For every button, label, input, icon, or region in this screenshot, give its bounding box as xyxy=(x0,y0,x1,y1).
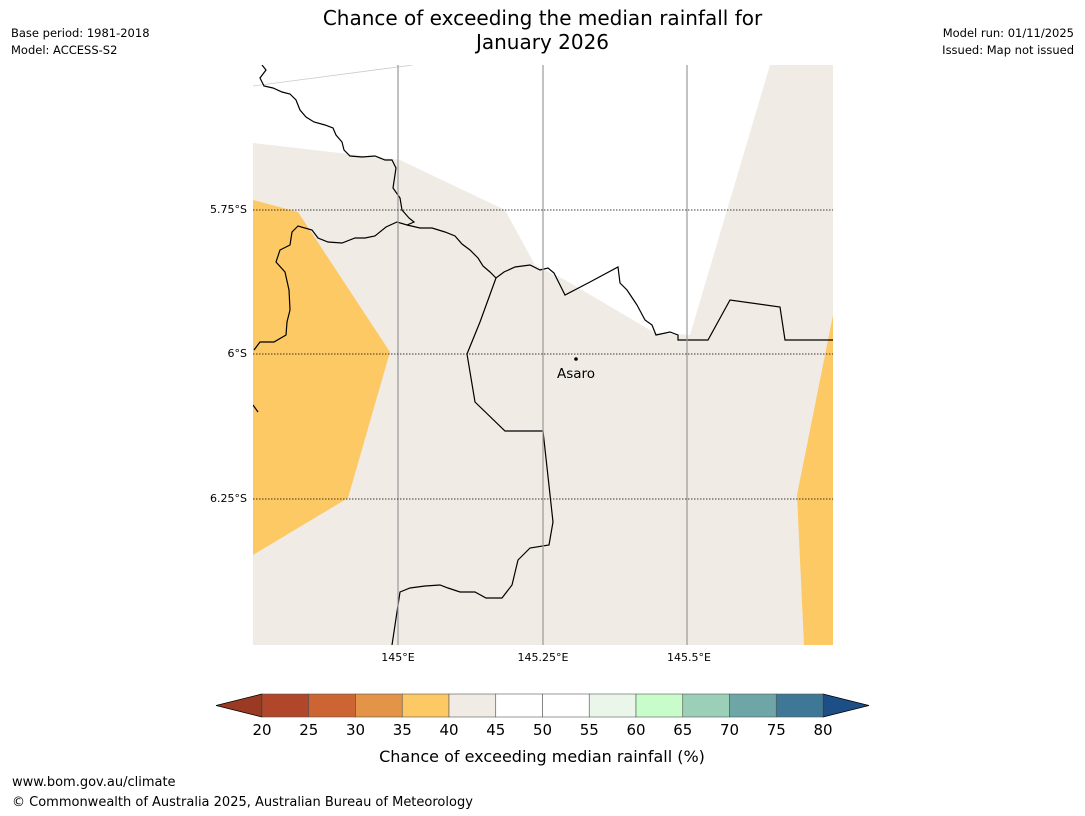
boundary-line-main xyxy=(253,65,416,351)
colorbar-segment xyxy=(635,693,684,718)
footer-url: www.bom.gov.au/climate xyxy=(12,775,176,790)
colorbar-segment xyxy=(448,693,497,718)
colorbar-tick-label: 65 xyxy=(673,721,692,739)
boundary-line-east xyxy=(406,224,833,341)
lat-label-6: 6°S xyxy=(228,347,247,360)
model-name: Model: ACCESS-S2 xyxy=(11,43,118,57)
colorbar-tick-label: 20 xyxy=(252,721,271,739)
lon-label-145-5: 145.5°E xyxy=(667,651,711,664)
colorbar-tick-label: 35 xyxy=(393,721,412,739)
colorbar-over-arrow xyxy=(822,693,870,718)
town-marker xyxy=(574,357,578,361)
base-period: Base period: 1981-2018 xyxy=(11,26,150,40)
colorbar-segment xyxy=(261,693,310,718)
colorbar-segments xyxy=(261,693,824,718)
colorbar-segment xyxy=(495,693,543,718)
colorbar-tick-label: 45 xyxy=(486,721,505,739)
colorbar-label: Chance of exceeding median rainfall (%) xyxy=(379,747,705,766)
boundary-line-fragment xyxy=(253,404,259,413)
region-west-35-40 xyxy=(253,200,390,555)
colorbar-under-arrow xyxy=(215,693,263,718)
lat-label-6-25: 6.25°S xyxy=(210,492,247,505)
colorbar-tick-label: 75 xyxy=(767,721,786,739)
colorbar-segment xyxy=(401,693,450,718)
colorbar-tick-label: 60 xyxy=(626,721,645,739)
faint-boundary xyxy=(253,65,414,87)
lon-label-145-25: 145.25°E xyxy=(518,651,569,664)
colorbar-segment xyxy=(775,693,824,718)
colorbar-segment xyxy=(729,693,777,718)
colorbar-segment xyxy=(682,693,730,718)
colorbar-tick-label: 25 xyxy=(299,721,318,739)
model-run: Model run: 01/11/2025 xyxy=(942,26,1074,40)
town-label: Asaro xyxy=(557,366,595,382)
colorbar-tick-label: 30 xyxy=(346,721,365,739)
colorbar-segment xyxy=(588,693,637,718)
colorbar-segment xyxy=(355,693,403,718)
map-title: Chance of exceeding the median rainfall … xyxy=(0,6,1085,54)
colorbar-tick-label: 80 xyxy=(813,721,832,739)
colorbar-tick-label: 40 xyxy=(439,721,458,739)
issued-status: Issued: Map not issued xyxy=(942,43,1074,57)
colorbar-tick-label: 70 xyxy=(720,721,739,739)
meta-left: Base period: 1981-2018 Model: ACCESS-S2 xyxy=(11,25,150,59)
boundary-line-south xyxy=(391,277,554,645)
colorbar-ticks: 20 25 30 35 40 45 50 55 60 65 70 75 80 xyxy=(252,721,832,739)
region-white-north xyxy=(253,65,770,335)
lon-label-145: 145°E xyxy=(381,651,414,664)
title-line-2: January 2026 xyxy=(475,30,610,54)
colorbar-segment xyxy=(308,693,356,718)
colorbar-tick-label: 50 xyxy=(533,721,552,739)
meta-right: Model run: 01/11/2025 Issued: Map not is… xyxy=(942,25,1074,59)
lat-label-5-75: 5.75°S xyxy=(210,203,247,216)
colorbar-segment xyxy=(542,693,590,718)
region-east-35-40 xyxy=(797,315,833,645)
title-line-1: Chance of exceeding the median rainfall … xyxy=(322,6,763,30)
colorbar-tick-label: 55 xyxy=(580,721,599,739)
footer-copyright: © Commonwealth of Australia 2025, Austra… xyxy=(12,795,473,810)
colorbar: 20 25 30 35 40 45 50 55 60 65 70 75 80 Chance of exc… xyxy=(215,693,870,766)
map-area: Asaro xyxy=(253,65,833,645)
